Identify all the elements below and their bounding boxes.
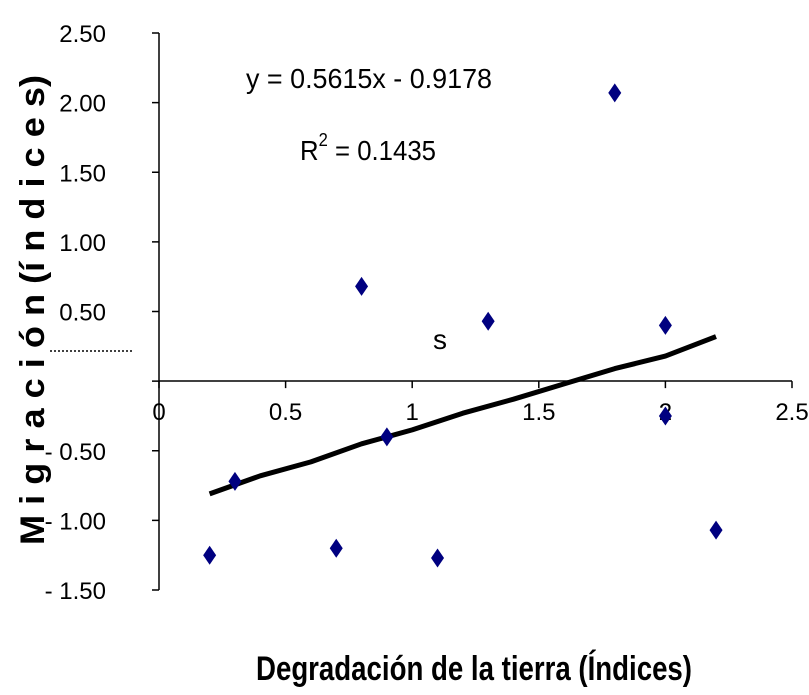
trend-line	[208, 334, 717, 497]
data-point	[431, 548, 445, 568]
y-tick-label: 2.00	[59, 91, 106, 118]
data-points	[203, 83, 723, 568]
trend-line-group	[208, 334, 717, 497]
x-tick-label: 1	[406, 399, 419, 426]
y-axis-title: M i g r a c i ó n (í n d i c e s)	[14, 75, 52, 545]
r-squared-value: = 0.1435	[328, 135, 436, 166]
data-point	[380, 427, 394, 447]
x-tick-label: 2.5	[775, 399, 808, 426]
data-point	[658, 406, 672, 426]
x-tick-label: 0	[152, 399, 165, 426]
x-axis-title: Degradación de la tierra (Índices)	[256, 650, 692, 688]
y-tick-label: - 1.50	[45, 578, 106, 605]
y-tick-label: 0.50	[59, 300, 106, 327]
equation-label: y = 0.5615x - 0.9178	[246, 63, 492, 94]
data-point	[709, 520, 723, 540]
y-ticks: - 1.50 - 1.00 - 0.50 0.50 1.00 1.50 2.00 2.50	[45, 21, 159, 605]
data-point	[355, 276, 369, 296]
stray-s-label: s	[433, 324, 447, 355]
data-point	[658, 315, 672, 335]
y-tick-label: 1.00	[59, 230, 106, 257]
r-squared-superscript: 2	[319, 130, 328, 150]
data-point	[481, 311, 495, 331]
data-point	[228, 471, 242, 491]
y-tick-label: - 0.50	[45, 439, 106, 466]
y-tick-label: 2.50	[59, 21, 106, 48]
y-tick-label: - 1.00	[45, 508, 106, 535]
axes	[50, 33, 792, 590]
r-squared-label: R2 = 0.1435	[300, 130, 436, 166]
x-tick-label: 1.5	[522, 399, 555, 426]
x-ticks: 00.511.522.5	[152, 381, 809, 426]
x-tick-label: 0.5	[269, 399, 302, 426]
r-squared-base: R	[300, 135, 319, 166]
data-point	[329, 538, 343, 558]
y-tick-label: 1.50	[59, 160, 106, 187]
data-point	[608, 83, 622, 103]
data-point	[203, 545, 217, 565]
